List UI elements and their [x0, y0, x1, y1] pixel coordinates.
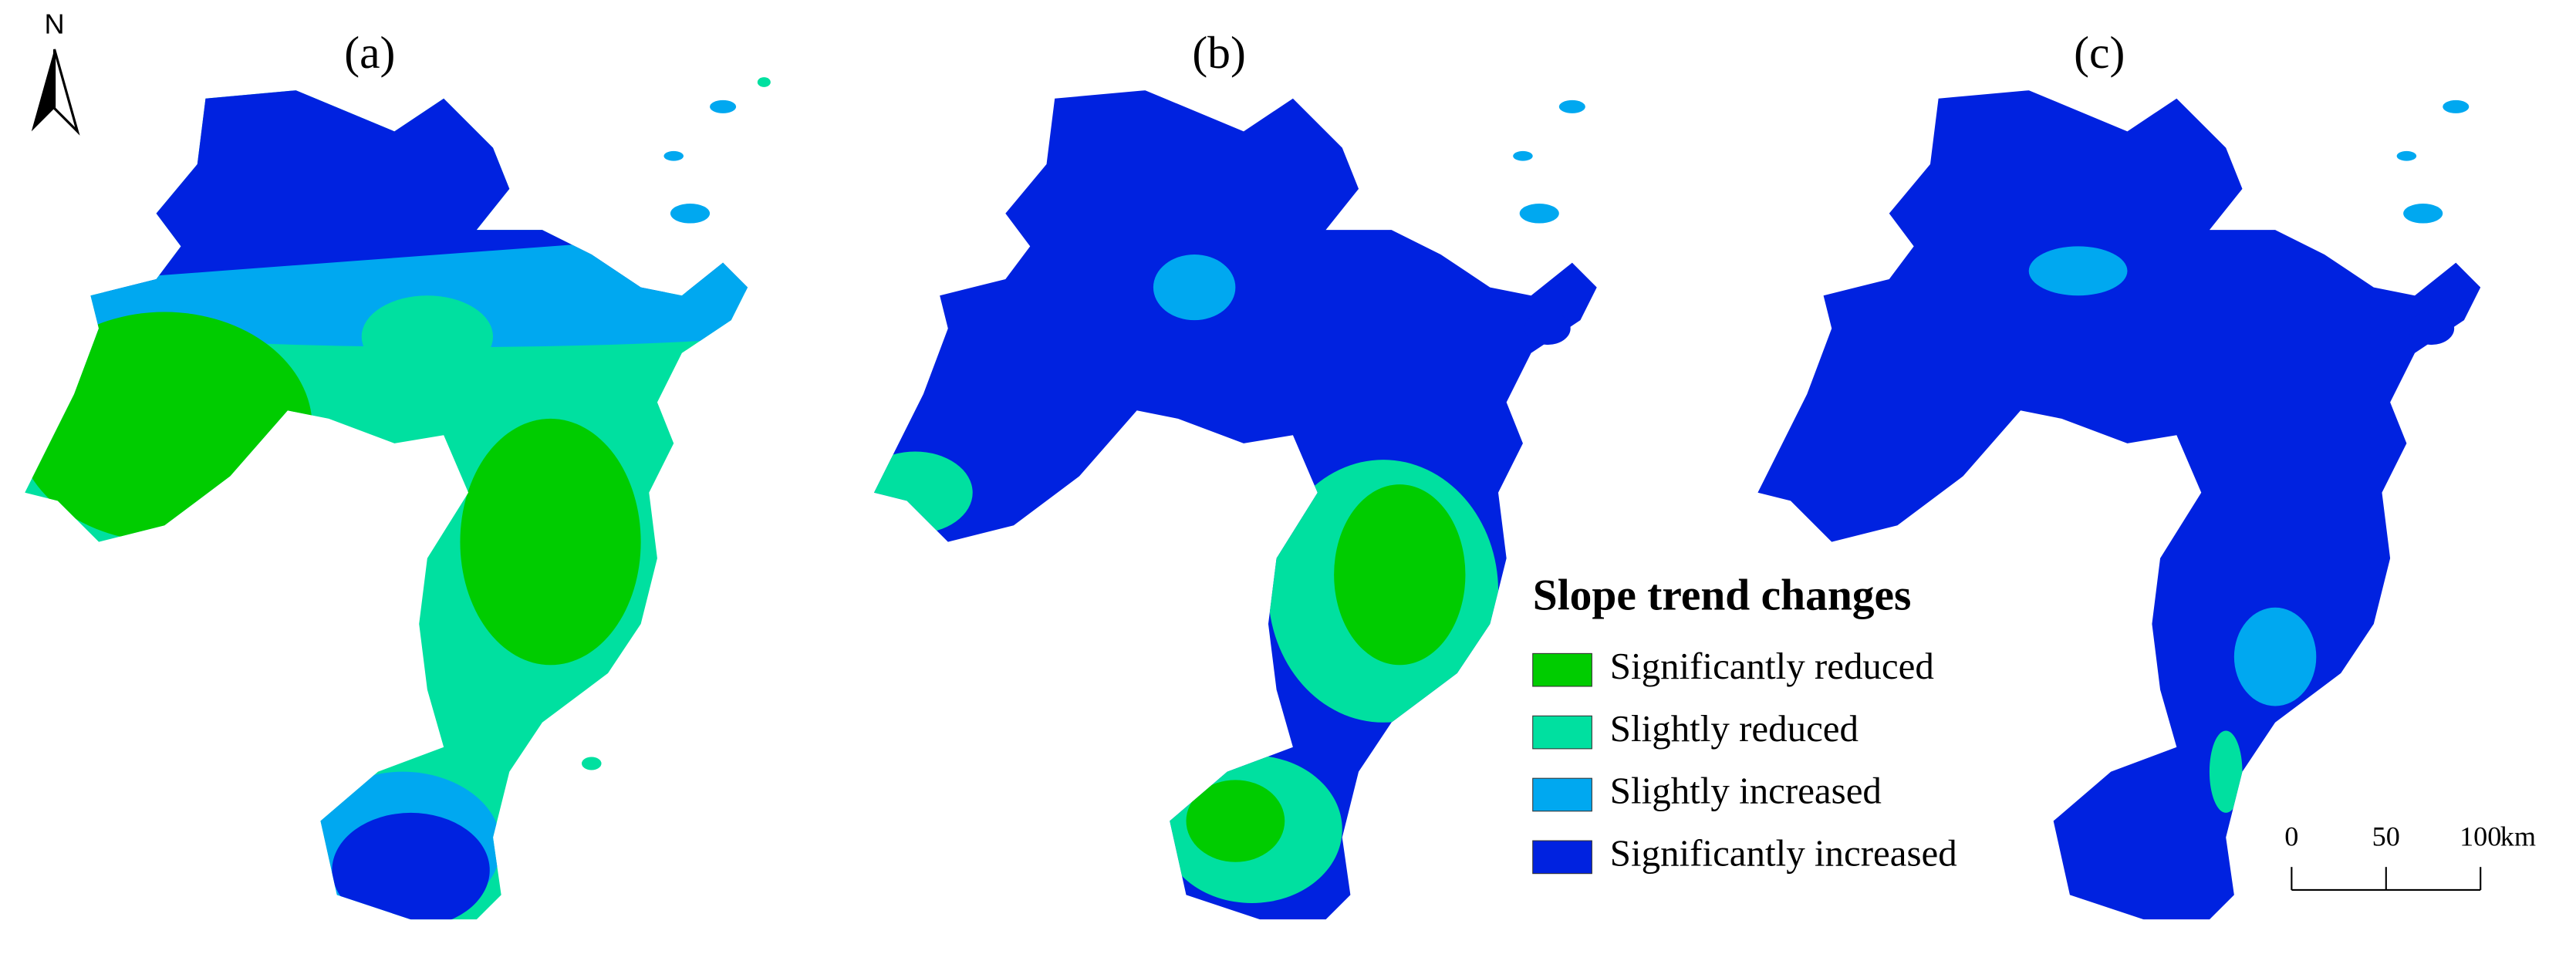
map-fill	[2028, 246, 2128, 296]
island	[2403, 204, 2443, 224]
map-fill	[2233, 607, 2317, 706]
panel-label: (b)	[1192, 27, 1246, 78]
arrow-left	[31, 49, 55, 132]
legend-swatch	[1532, 652, 1592, 687]
legend-swatch	[1532, 715, 1592, 750]
north-arrow: N	[31, 8, 80, 136]
arrow-right	[52, 49, 80, 136]
map-a: (a)	[25, 27, 771, 920]
island	[757, 77, 771, 87]
island	[1513, 150, 1533, 161]
map-fill	[1153, 255, 1236, 321]
island	[1558, 99, 1585, 113]
island	[581, 757, 602, 770]
scale-unit: km	[2500, 821, 2536, 851]
scale-label: 0	[2284, 821, 2298, 851]
island	[670, 204, 711, 224]
island	[2408, 312, 2455, 346]
map-fill	[1334, 484, 1466, 666]
island	[1519, 204, 1559, 224]
map-fill	[25, 312, 312, 542]
legend: Slope trend changes Significantly reduce…	[1532, 571, 1957, 875]
legend-label: Slightly reduced	[1610, 707, 1859, 750]
map-fill	[2209, 730, 2243, 813]
scale-label: 100	[2460, 821, 2501, 851]
legend-label: Significantly increased	[1610, 832, 1957, 875]
island	[710, 99, 737, 113]
north-label: N	[44, 8, 64, 40]
island	[663, 150, 684, 161]
panel-label: (a)	[344, 27, 395, 78]
island	[1524, 312, 1571, 346]
legend-swatch	[1532, 777, 1592, 812]
scale-label: 50	[2372, 821, 2400, 851]
legend-label: Significantly reduced	[1610, 645, 1934, 687]
legend-title: Slope trend changes	[1533, 571, 1912, 619]
map-fill	[1186, 780, 1285, 862]
island	[2396, 150, 2417, 161]
map-fill	[332, 812, 490, 920]
legend-label: Slightly increased	[1610, 770, 1882, 812]
map-fill	[873, 451, 973, 534]
map-b: (b)	[873, 27, 1597, 920]
map-fill	[361, 295, 494, 378]
map-fill	[460, 418, 641, 666]
legend-swatch	[1532, 840, 1592, 875]
panel-label: (c)	[2074, 27, 2125, 78]
island	[2443, 99, 2470, 113]
